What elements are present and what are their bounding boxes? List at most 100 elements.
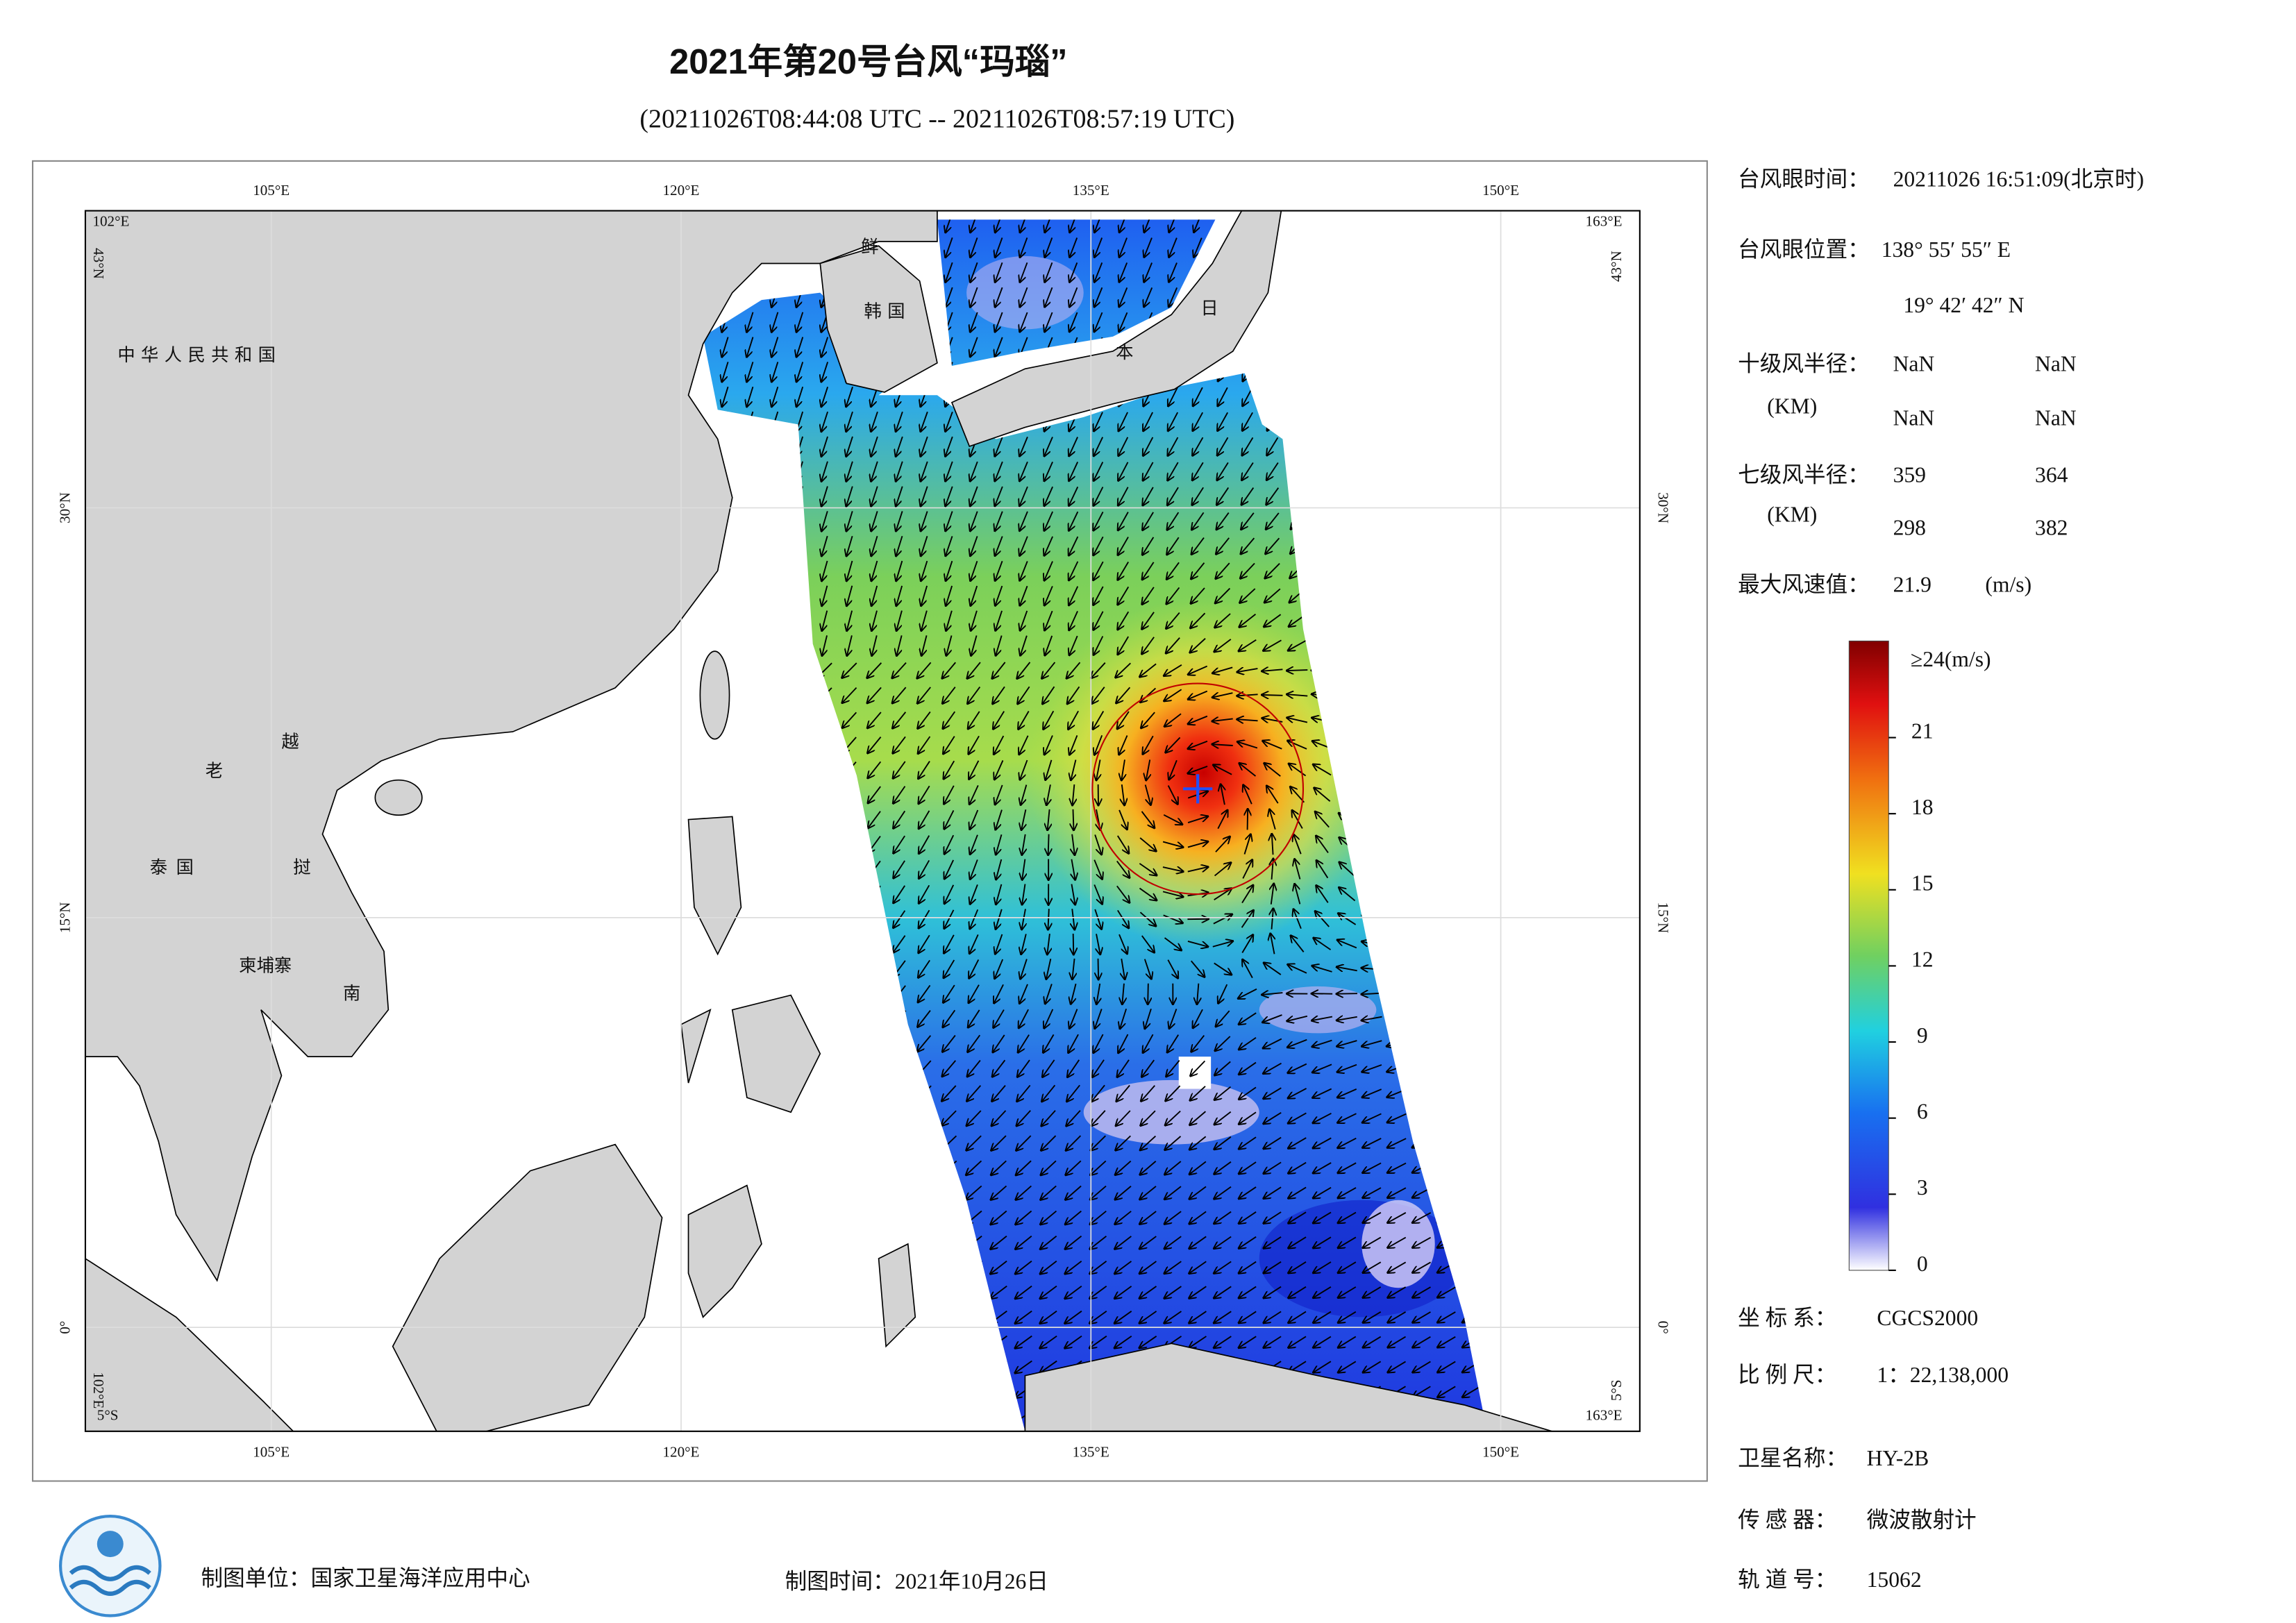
wind-arrow <box>1118 636 1130 654</box>
wind-arrow <box>991 1185 1007 1200</box>
wind-arrow <box>1338 1088 1357 1098</box>
corner-label: 163°E <box>1586 1407 1623 1424</box>
wind-arrow <box>1242 462 1254 480</box>
wind-arrow <box>970 461 978 481</box>
lon-label: 105°E <box>253 182 290 199</box>
wind-arrow <box>1047 934 1050 954</box>
wind-arrow <box>1240 588 1256 603</box>
wind-arrow <box>1167 1034 1180 1052</box>
wind-arrow <box>846 560 853 580</box>
wind-arrow <box>995 262 1003 282</box>
wind-arrow <box>1093 437 1104 456</box>
wind-arrow <box>1168 462 1179 480</box>
wind-arrow <box>918 736 931 753</box>
wind-arrow <box>969 784 979 804</box>
wind-arrow <box>946 536 953 555</box>
info-label: 比 例 尺： <box>1738 1363 1836 1387</box>
wind-arrow <box>1072 834 1075 855</box>
wind-arrow <box>971 560 978 580</box>
wind-arrow <box>1139 837 1156 851</box>
wind-arrow <box>1073 934 1074 955</box>
wind-arrow <box>771 362 779 381</box>
wind-arrow <box>1093 487 1104 505</box>
wind-arrow <box>1169 262 1178 282</box>
wind-arrow <box>1095 1009 1103 1028</box>
wind-arrow <box>1189 1286 1207 1298</box>
wind-arrow <box>896 486 903 506</box>
wind-arrow <box>1143 537 1155 555</box>
wind-arrow <box>995 312 1003 332</box>
wind-arrow <box>1388 1261 1407 1272</box>
wind-arrow <box>1139 863 1156 875</box>
wind-arrow <box>1262 669 1283 671</box>
wind-arrow <box>1018 686 1030 703</box>
wind-arrow <box>1162 841 1182 848</box>
wind-arrow <box>1214 1211 1232 1224</box>
wind-arrow <box>1021 809 1025 830</box>
footer-date: 制图时间：2021年10月26日 <box>785 1569 1048 1593</box>
wind-arrow <box>1214 1261 1232 1273</box>
wind-arrow <box>946 237 953 257</box>
place-labels: 中华人民共和国 老 越 泰国 挝 柬埔寨 南 鲜 韩国 日 本 <box>117 237 1218 1003</box>
info-value: 298 <box>1893 515 1926 539</box>
wind-arrow <box>944 909 955 928</box>
wind-arrow <box>1215 1061 1231 1075</box>
wind-arrow <box>1339 1261 1357 1272</box>
wind-arrow <box>1020 237 1028 257</box>
wind-arrow <box>1213 666 1233 673</box>
wind-arrow <box>842 687 857 703</box>
wind-arrow <box>1316 911 1330 927</box>
wind-arrow <box>1167 959 1178 978</box>
wind-arrow <box>1239 1211 1257 1223</box>
wind-arrow <box>1021 959 1028 979</box>
info-value: 138° 55′ 55″ E <box>1882 237 2011 262</box>
wind-arrow <box>1215 1036 1231 1050</box>
wind-arrow <box>1041 1210 1057 1225</box>
wind-arrow <box>1289 1286 1307 1298</box>
wind-arrow <box>1020 312 1028 332</box>
wind-arrow <box>1146 759 1150 780</box>
wind-arrow <box>1264 764 1281 777</box>
wind-arrow <box>1065 1335 1082 1348</box>
wind-arrow <box>1289 1211 1307 1223</box>
wind-arrow <box>1141 811 1155 827</box>
wind-arrow <box>896 411 903 431</box>
wind-arrow <box>846 436 853 456</box>
place-label: 本 <box>1116 343 1133 362</box>
wind-arrow <box>1048 809 1050 830</box>
wind-arrow <box>1167 785 1178 804</box>
colorbar-tick-label: 21 <box>1911 718 1934 743</box>
wind-arrow <box>871 511 878 530</box>
wind-arrow <box>995 337 1003 357</box>
logo <box>58 1514 162 1617</box>
wind-arrow <box>1044 735 1053 755</box>
wind-arrow <box>1090 1210 1107 1225</box>
wind-arrow <box>1168 487 1179 505</box>
wind-arrow <box>1091 1185 1107 1200</box>
wind-arrow <box>970 859 978 879</box>
wind-arrow <box>1115 1211 1132 1224</box>
wind-arrow <box>919 884 930 903</box>
wind-arrow <box>893 736 906 752</box>
place-label: 柬埔寨 <box>239 956 292 975</box>
wind-arrow <box>1044 1009 1054 1028</box>
wind-arrow <box>994 760 1004 779</box>
wind-arrow <box>894 910 906 927</box>
wind-arrow <box>1044 437 1053 455</box>
wind-arrow <box>1072 958 1074 979</box>
wind-arrow <box>822 560 828 580</box>
wind-arrow <box>1116 1135 1131 1150</box>
wind-arrow <box>1117 835 1129 853</box>
lat-label: 0° <box>56 1321 73 1334</box>
wind-arrow <box>993 686 1005 703</box>
wind-arrow <box>896 436 903 456</box>
wind-arrow <box>1313 1088 1332 1098</box>
wind-arrow <box>1316 886 1329 903</box>
wind-arrow <box>1239 1036 1257 1050</box>
wind-arrow <box>944 760 955 778</box>
wind-arrow <box>944 736 955 754</box>
wind-arrow <box>971 536 978 555</box>
wind-arrow <box>821 362 829 381</box>
wind-arrow <box>1018 1034 1030 1052</box>
